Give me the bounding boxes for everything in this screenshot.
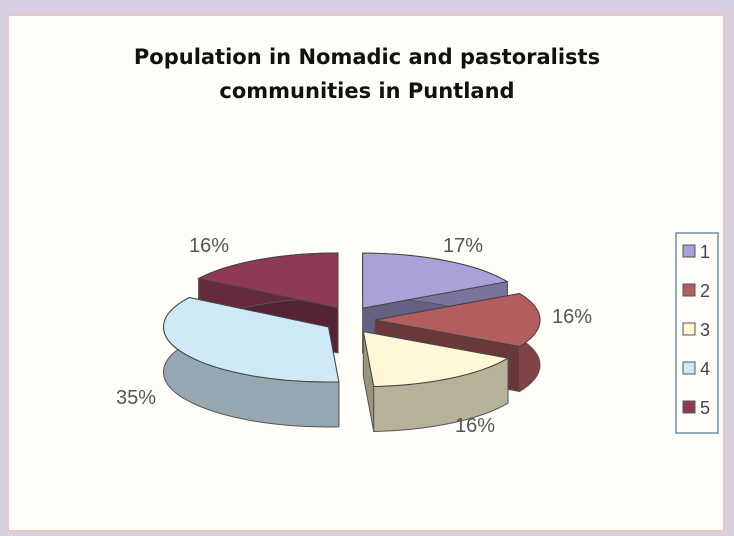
pie-slice-4	[163, 297, 340, 383]
pie-slice-2	[374, 292, 541, 348]
legend-items: 1 2 3 4 5	[682, 242, 710, 418]
slice-label-2: 16%	[552, 306, 592, 328]
legend-label-5: 5	[700, 398, 710, 418]
chart-title-line-2: communities in Puntland	[219, 79, 515, 103]
legend-swatch-4	[682, 361, 696, 375]
legend-label-3: 3	[700, 320, 710, 340]
pie-slice-1	[362, 252, 509, 309]
slice-label-5: 16%	[189, 235, 229, 257]
legend-label-1: 1	[700, 242, 710, 262]
pie-slice-tops	[163, 252, 541, 388]
legend-box	[675, 232, 719, 434]
slice-label-3: 16%	[455, 415, 495, 437]
chart-title-line-1: Population in Nomadic and pastoralists	[133, 45, 601, 69]
legend-label-4: 4	[700, 359, 710, 379]
pie-slice-5	[197, 252, 339, 309]
pie-slice-3	[362, 330, 510, 388]
legend-swatch-2	[682, 283, 696, 297]
chart-title: Population in Nomadic and pastoralists c…	[0, 40, 734, 108]
legend: 1 2 3 4 5	[675, 232, 719, 434]
legend-swatch-5	[682, 400, 696, 414]
legend-swatch-3	[682, 322, 696, 336]
legend-label-2: 2	[700, 281, 710, 301]
slice-label-1: 17%	[443, 235, 483, 257]
slice-label-4: 35%	[116, 387, 156, 409]
legend-swatch-1	[682, 244, 696, 258]
